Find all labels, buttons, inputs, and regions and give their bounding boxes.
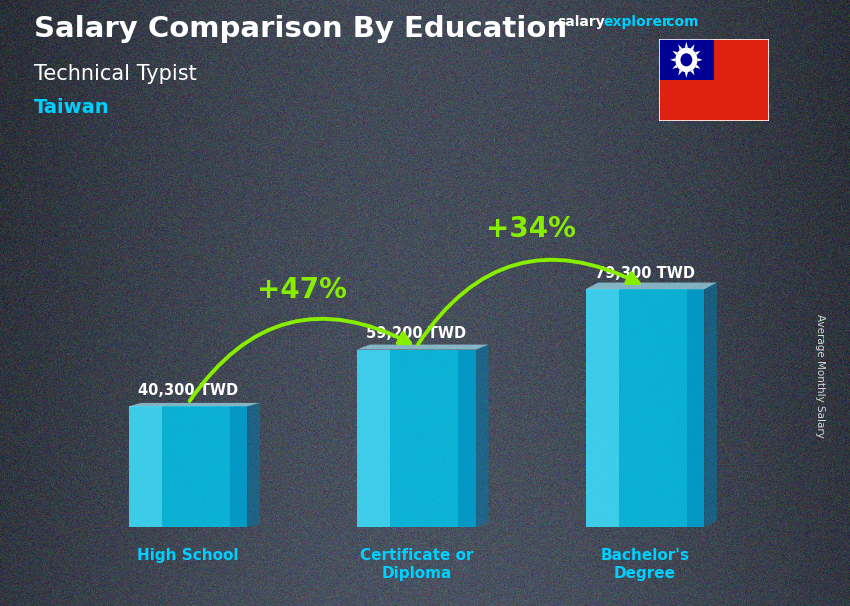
Polygon shape bbox=[685, 72, 688, 78]
Text: 59,200 TWD: 59,200 TWD bbox=[366, 326, 467, 341]
Polygon shape bbox=[357, 345, 489, 350]
Text: Salary Comparison By Education: Salary Comparison By Education bbox=[34, 15, 567, 43]
Text: +34%: +34% bbox=[486, 215, 575, 243]
Text: .com: .com bbox=[661, 15, 699, 29]
Text: Certificate or
Diploma: Certificate or Diploma bbox=[360, 548, 473, 581]
Polygon shape bbox=[695, 51, 700, 55]
Bar bbox=[659, 39, 714, 80]
Polygon shape bbox=[678, 44, 683, 50]
Polygon shape bbox=[697, 58, 703, 62]
Polygon shape bbox=[476, 345, 489, 527]
Polygon shape bbox=[247, 403, 260, 527]
Polygon shape bbox=[705, 282, 717, 527]
Polygon shape bbox=[695, 64, 700, 69]
Text: +47%: +47% bbox=[258, 276, 347, 304]
Polygon shape bbox=[678, 70, 683, 75]
Polygon shape bbox=[690, 44, 694, 50]
Text: Average Monthly Salary: Average Monthly Salary bbox=[815, 314, 825, 438]
Text: Bachelor's
Degree: Bachelor's Degree bbox=[600, 548, 689, 581]
Text: High School: High School bbox=[138, 548, 239, 563]
Text: Technical Typist: Technical Typist bbox=[34, 64, 196, 84]
Polygon shape bbox=[128, 403, 260, 406]
Text: 40,300 TWD: 40,300 TWD bbox=[138, 383, 238, 398]
Polygon shape bbox=[586, 282, 717, 289]
Polygon shape bbox=[672, 51, 677, 55]
Bar bbox=[128, 406, 162, 527]
Polygon shape bbox=[670, 58, 676, 62]
Bar bbox=[458, 350, 476, 527]
Bar bbox=[687, 289, 705, 527]
Circle shape bbox=[675, 48, 697, 72]
Bar bbox=[230, 406, 247, 527]
Polygon shape bbox=[690, 70, 694, 75]
Bar bbox=[586, 289, 619, 527]
Polygon shape bbox=[685, 42, 688, 48]
Bar bbox=[357, 350, 390, 527]
Circle shape bbox=[681, 53, 692, 67]
Text: 79,300 TWD: 79,300 TWD bbox=[595, 266, 695, 281]
Text: Taiwan: Taiwan bbox=[34, 98, 110, 117]
Bar bbox=[586, 289, 705, 527]
Bar bbox=[128, 406, 247, 527]
Text: salary: salary bbox=[557, 15, 604, 29]
Polygon shape bbox=[672, 64, 677, 69]
Bar bbox=[357, 350, 476, 527]
Text: explorer: explorer bbox=[604, 15, 670, 29]
